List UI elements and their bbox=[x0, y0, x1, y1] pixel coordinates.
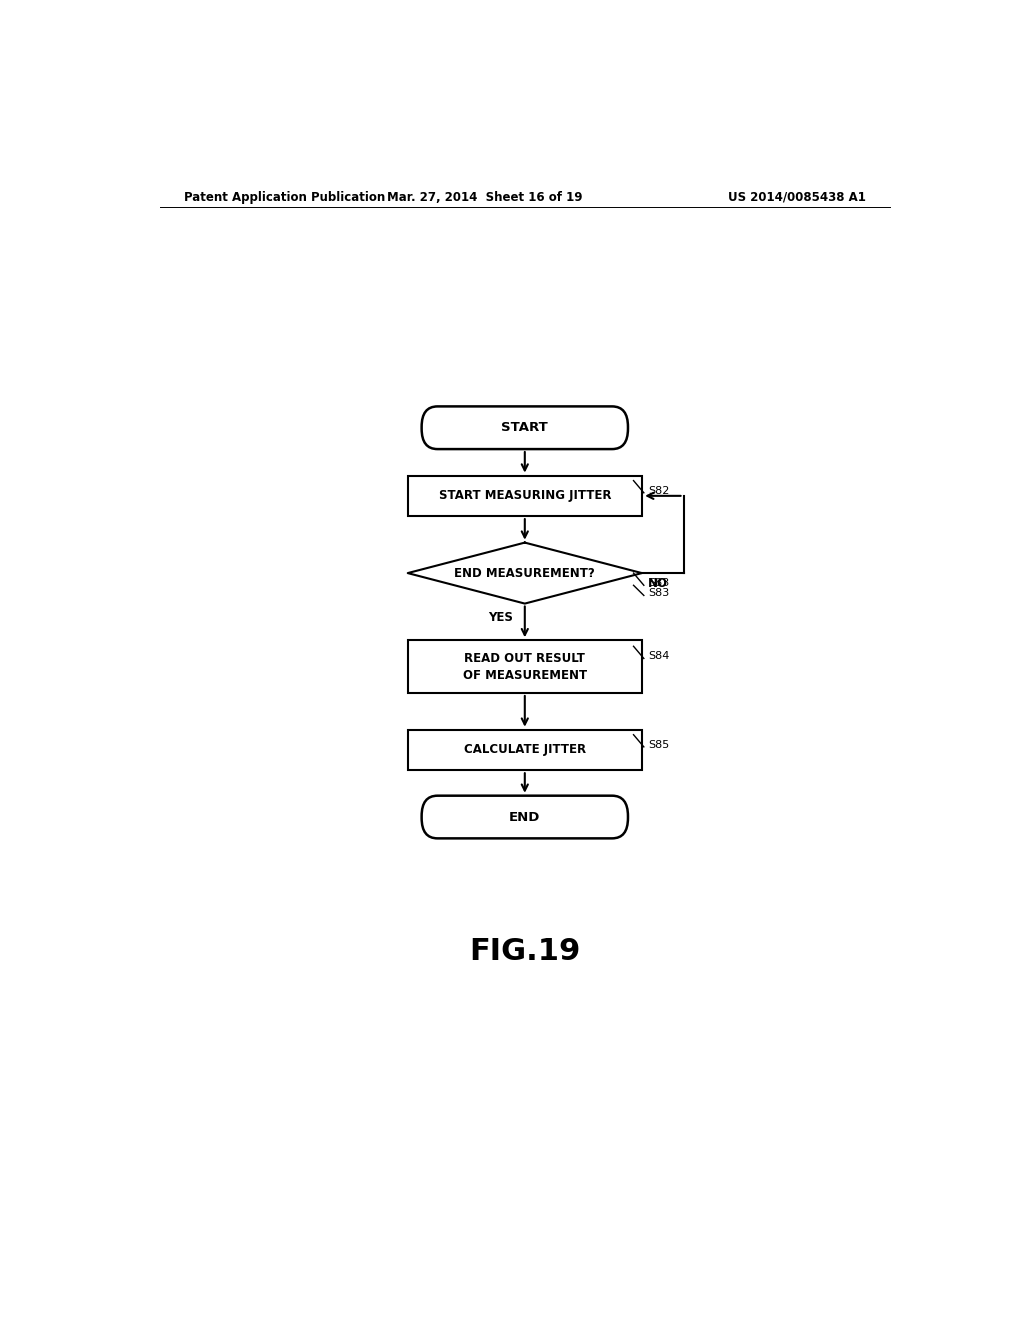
Text: S83: S83 bbox=[648, 578, 669, 589]
Text: CALCULATE JITTER: CALCULATE JITTER bbox=[464, 743, 586, 756]
FancyBboxPatch shape bbox=[422, 796, 628, 838]
Text: S84: S84 bbox=[648, 652, 669, 661]
Bar bbox=[408, 475, 642, 516]
Text: NO: NO bbox=[648, 577, 668, 590]
Text: START MEASURING JITTER: START MEASURING JITTER bbox=[438, 490, 611, 503]
Text: END: END bbox=[509, 810, 541, 824]
Text: END MEASUREMENT?: END MEASUREMENT? bbox=[455, 566, 595, 579]
FancyBboxPatch shape bbox=[422, 407, 628, 449]
Text: YES: YES bbox=[488, 611, 513, 624]
Bar bbox=[408, 730, 642, 771]
Text: S85: S85 bbox=[648, 741, 669, 750]
Bar bbox=[408, 640, 642, 693]
Text: START: START bbox=[502, 421, 548, 434]
Text: FIG.19: FIG.19 bbox=[469, 937, 581, 966]
Text: READ OUT RESULT
OF MEASUREMENT: READ OUT RESULT OF MEASUREMENT bbox=[463, 652, 587, 681]
Text: US 2014/0085438 A1: US 2014/0085438 A1 bbox=[728, 190, 866, 203]
Text: Patent Application Publication: Patent Application Publication bbox=[183, 190, 385, 203]
Text: S83: S83 bbox=[648, 589, 669, 598]
Text: Mar. 27, 2014  Sheet 16 of 19: Mar. 27, 2014 Sheet 16 of 19 bbox=[387, 190, 583, 203]
Text: S82: S82 bbox=[648, 486, 669, 496]
